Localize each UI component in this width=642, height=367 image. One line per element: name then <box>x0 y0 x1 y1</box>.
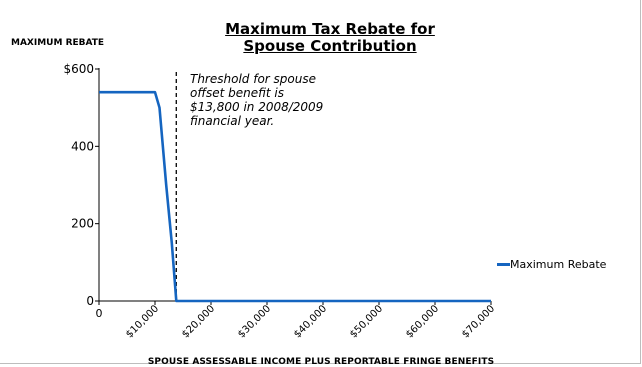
y-tick-label-3: 0 <box>86 294 94 308</box>
annotation-line-4: financial year. <box>190 114 275 128</box>
chart-title-line-2: Spouse Contribution <box>243 37 417 55</box>
x-tick-label-5: $50,000 <box>348 303 385 340</box>
annotation-line-1: Threshold for spouse <box>190 72 316 86</box>
x-tick-label-4: $40,000 <box>292 303 329 340</box>
legend: Maximum Rebate <box>497 258 606 271</box>
x-tick-label-3: $30,000 <box>236 303 273 340</box>
x-tick-label-6: $60,000 <box>404 303 441 340</box>
annotation-line-2: offset benefit is <box>190 86 285 100</box>
y-tick-label-1: 400 <box>71 139 94 153</box>
series-line-0 <box>99 90 491 303</box>
x-tick-label-2: $20,000 <box>180 303 217 340</box>
x-axis-label: SPOUSE ASSESSABLE INCOME PLUS REPORTABLE… <box>147 357 495 367</box>
annotation-line-3: $13,800 in 2008/2009 <box>190 100 324 114</box>
y-tick-label-2: 200 <box>71 217 94 231</box>
x-tick-label-7: $70,000 <box>460 303 497 340</box>
chart-title: Maximum Tax Rebate for Spouse Contributi… <box>180 21 480 55</box>
y-axis-label: MAXIMUM REBATE <box>11 38 105 48</box>
threshold-annotation: Threshold for spouse offset benefit is $… <box>190 72 323 128</box>
y-tick-label-0: $600 <box>63 62 94 76</box>
x-tick-label-1: $10,000 <box>124 303 161 340</box>
legend-label: Maximum Rebate <box>510 258 607 271</box>
legend-swatch <box>497 263 510 266</box>
chart-title-line-1: Maximum Tax Rebate for <box>225 20 435 38</box>
x-tick-label-0: 0 <box>96 307 103 320</box>
